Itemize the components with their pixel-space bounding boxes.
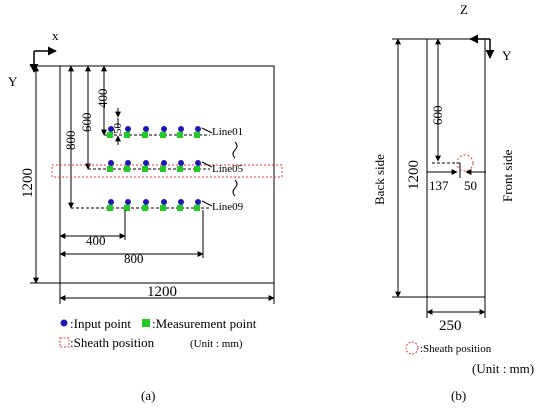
axes-a xyxy=(29,46,57,73)
measurement-point xyxy=(160,132,166,138)
front-side-label: Front side xyxy=(500,149,515,202)
legend-b: :Sheath position (Unit : mm) xyxy=(405,341,534,376)
legend-sheath-text: :Sheath position xyxy=(70,335,155,350)
measurement-point xyxy=(124,132,130,138)
axes-b xyxy=(469,34,495,59)
legend-measurement-marker xyxy=(142,319,150,327)
measurement-point xyxy=(124,205,130,211)
measurement-point xyxy=(142,132,148,138)
input-point xyxy=(195,126,201,132)
dim-1200-horizontal-label: 1200 xyxy=(147,284,177,300)
input-point xyxy=(178,160,184,166)
input-point xyxy=(161,160,167,166)
legend-a: :Input point :Measurement point :Sheath … xyxy=(59,316,257,350)
dim-50-label: 50 xyxy=(112,123,124,135)
measurement-point xyxy=(142,166,148,172)
dim-600-b-label: 600 xyxy=(430,106,445,126)
measurement-point xyxy=(194,166,200,172)
dim-400-horizontal-label: 400 xyxy=(86,233,106,248)
unit-b-text: (Unit : mm) xyxy=(472,361,534,376)
input-point xyxy=(125,160,131,166)
line01-label: Line01 xyxy=(212,126,243,138)
dim-800-horizontal-label: 800 xyxy=(124,251,144,266)
dim-250-label: 250 xyxy=(439,318,462,334)
input-point xyxy=(125,126,131,132)
dim-50-b-label: 50 xyxy=(464,178,477,193)
caption-a: (a) xyxy=(141,388,155,403)
legend-unit-text: (Unit : mm) xyxy=(190,338,243,350)
dim-137-label: 137 xyxy=(429,178,449,193)
sheath-position-box xyxy=(51,164,283,178)
axis-y-label-b: Y xyxy=(502,48,512,63)
axis-x-label: x xyxy=(52,28,59,43)
line05-label: Line05 xyxy=(212,163,244,175)
specimen-outline xyxy=(59,65,275,284)
measurement-point xyxy=(177,166,183,172)
dim-600-label: 600 xyxy=(79,113,94,133)
side-dimensions xyxy=(392,38,486,318)
input-point xyxy=(195,199,201,205)
legend-sheath-circle xyxy=(405,341,419,355)
input-point xyxy=(108,160,114,166)
dim-1200-b-label: 1200 xyxy=(406,160,422,190)
legend-sheath-marker xyxy=(59,337,70,348)
legend-sheath-b-text: :Sheath position xyxy=(420,343,492,355)
input-point xyxy=(161,199,167,205)
measurement-point xyxy=(142,205,148,211)
measurement-point xyxy=(124,166,130,172)
dim-800-label: 800 xyxy=(63,131,78,151)
measurement-point xyxy=(107,205,113,211)
dim-400-label: 400 xyxy=(95,89,110,109)
measurement-point xyxy=(107,132,113,138)
input-point xyxy=(108,199,114,205)
input-point xyxy=(195,160,201,166)
input-point xyxy=(108,126,114,132)
input-point xyxy=(143,126,149,132)
input-point xyxy=(143,199,149,205)
specimen-side-outline xyxy=(426,38,486,298)
legend-measurement-text: :Measurement point xyxy=(152,316,257,331)
panel-a: x Y 800 600 400 50 1200 xyxy=(8,28,283,403)
horizontal-dimensions xyxy=(59,210,275,304)
vertical-dimensions xyxy=(30,65,121,284)
input-point xyxy=(178,126,184,132)
dim-1200-vertical-label: 1200 xyxy=(20,168,36,198)
input-point xyxy=(178,199,184,205)
line-label-leaders xyxy=(201,127,238,207)
legend-input-marker xyxy=(60,319,68,327)
measurement-point xyxy=(177,205,183,211)
measurement-point xyxy=(194,205,200,211)
measurement-point xyxy=(160,166,166,172)
back-side-label: Back side xyxy=(372,154,387,205)
axis-z-label: Z xyxy=(460,2,468,17)
measurement-point xyxy=(194,132,200,138)
measurement-point xyxy=(160,205,166,211)
input-point xyxy=(125,199,131,205)
axis-y-label: Y xyxy=(8,74,18,89)
input-point xyxy=(161,126,167,132)
measurement-point xyxy=(107,166,113,172)
measurement-point xyxy=(177,132,183,138)
measurement-points xyxy=(107,132,200,211)
legend-input-text: :Input point xyxy=(70,316,131,331)
caption-b: (b) xyxy=(451,388,466,403)
input-point xyxy=(143,160,149,166)
line09-label: Line09 xyxy=(212,201,244,213)
input-points xyxy=(108,126,201,205)
sheath-circle xyxy=(456,154,474,172)
panel-b: Z Y 600 1200 Back side Front side 137 50… xyxy=(372,2,534,403)
measurement-lines xyxy=(71,134,210,209)
